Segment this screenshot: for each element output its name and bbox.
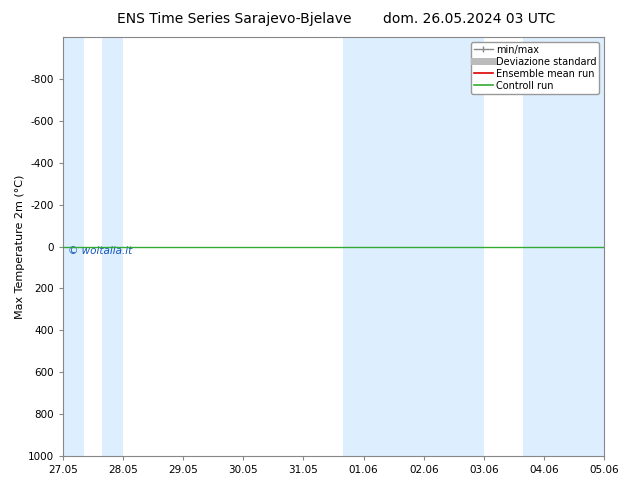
Bar xyxy=(33,37,84,456)
Bar xyxy=(342,37,484,456)
Text: © woitalia.it: © woitalia.it xyxy=(68,245,133,256)
Text: dom. 26.05.2024 03 UTC: dom. 26.05.2024 03 UTC xyxy=(383,12,555,26)
Bar xyxy=(102,37,123,456)
Y-axis label: Max Temperature 2m (°C): Max Temperature 2m (°C) xyxy=(15,174,25,318)
Legend: min/max, Deviazione standard, Ensemble mean run, Controll run: min/max, Deviazione standard, Ensemble m… xyxy=(470,42,599,94)
Text: ENS Time Series Sarajevo-Bjelave: ENS Time Series Sarajevo-Bjelave xyxy=(117,12,352,26)
Bar xyxy=(523,37,634,456)
